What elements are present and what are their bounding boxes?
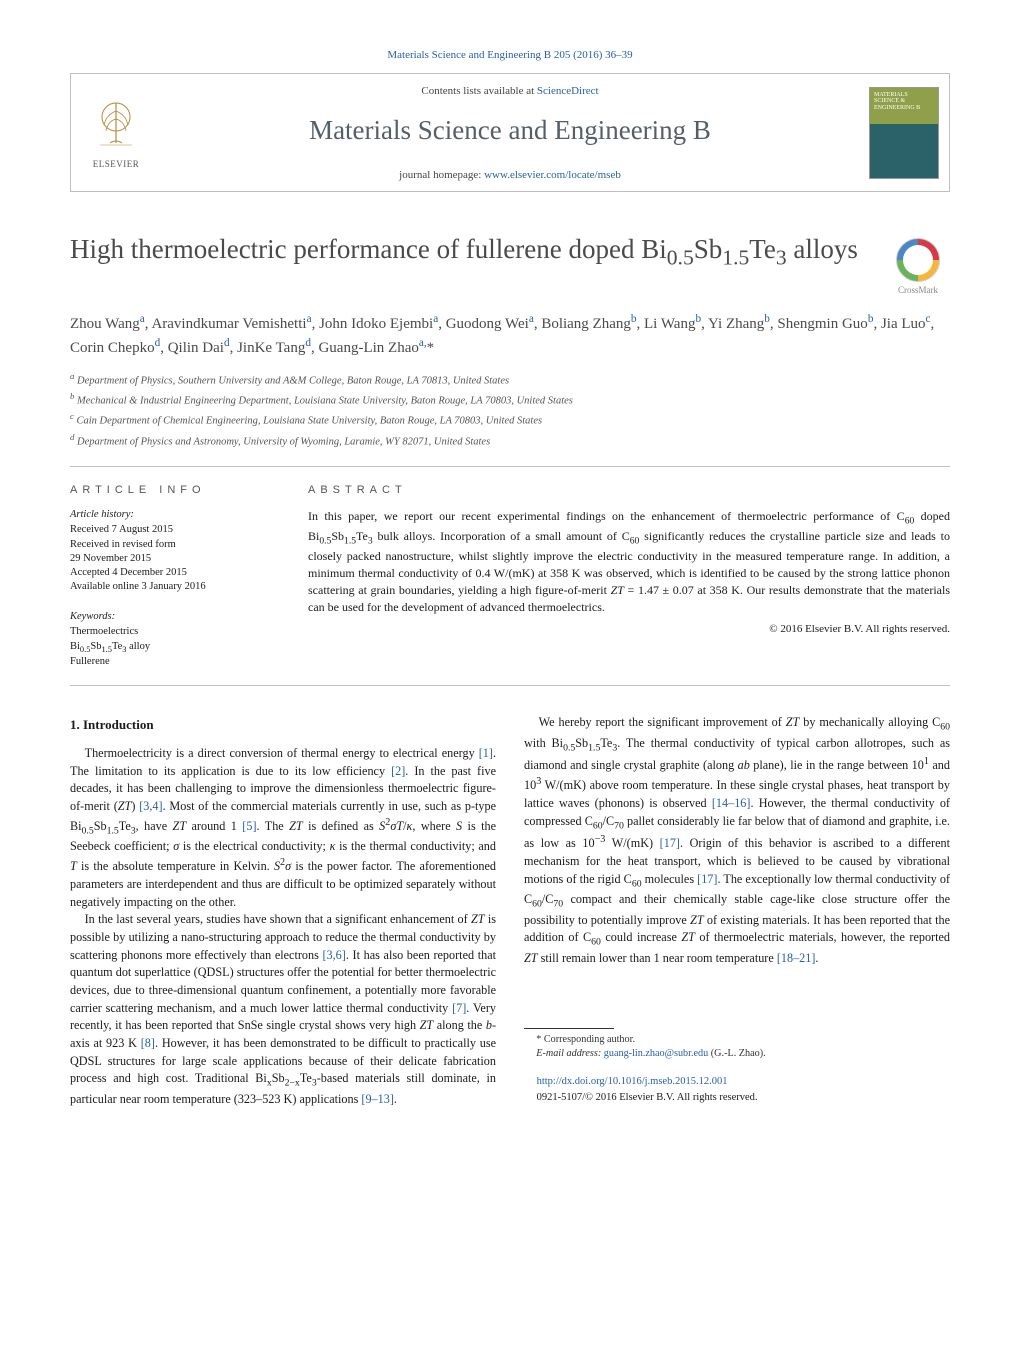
crossmark-icon — [896, 238, 940, 282]
affiliation-line: b Mechanical & Industrial Engineering De… — [70, 390, 950, 409]
article-info-column: ARTICLE INFO Article history: Received 7… — [70, 483, 272, 669]
journal-header-box: ELSEVIER Contents lists available at Sci… — [70, 73, 950, 192]
email-author-name: (G.-L. Zhao). — [708, 1048, 765, 1059]
journal-homepage-line: journal homepage: www.elsevier.com/locat… — [171, 168, 849, 183]
body-paragraph: Thermoelectricity is a direct conversion… — [70, 745, 496, 911]
affiliation-line: d Department of Physics and Astronomy, U… — [70, 431, 950, 450]
keyword-item: Bi0.5Sb1.5Te3 alloy — [70, 640, 272, 655]
contents-prefix: Contents lists available at — [421, 85, 536, 97]
homepage-prefix: journal homepage: — [399, 169, 484, 181]
divider — [70, 685, 950, 686]
cover-thumbnail-wrap: MATERIALS SCIENCE & ENGINEERING B — [859, 74, 949, 191]
introduction-heading: 1. Introduction — [70, 716, 496, 735]
issn-copyright-line: 0921-5107/© 2016 Elsevier B.V. All right… — [524, 1090, 950, 1105]
footnote-separator — [524, 1028, 614, 1029]
cover-thumb-text: MATERIALS SCIENCE & ENGINEERING B — [874, 92, 934, 112]
keyword-item: Thermoelectrics — [70, 625, 272, 639]
abstract-text: In this paper, we report our recent expe… — [308, 508, 950, 616]
history-line: Available online 3 January 2016 — [70, 580, 272, 594]
body-paragraph: We hereby report the significant improve… — [524, 714, 950, 968]
history-line: 29 November 2015 — [70, 552, 272, 566]
corresponding-author-footnote: * Corresponding author. E-mail address: … — [524, 1028, 950, 1061]
history-line: Received 7 August 2015 — [70, 523, 272, 537]
body-paragraph: In the last several years, studies have … — [70, 911, 496, 1108]
affiliation-line: c Cain Department of Chemical Engineerin… — [70, 410, 950, 429]
history-heading: Article history: — [70, 508, 272, 522]
email-label: E-mail address: — [536, 1048, 604, 1059]
journal-homepage-link[interactable]: www.elsevier.com/locate/mseb — [484, 169, 621, 181]
crossmark-label: CrossMark — [898, 284, 938, 297]
keywords-block: Keywords: ThermoelectricsBi0.5Sb1.5Te3 a… — [70, 610, 272, 669]
keyword-item: Fullerene — [70, 655, 272, 669]
contents-available-line: Contents lists available at ScienceDirec… — [171, 84, 849, 99]
divider — [70, 466, 950, 467]
article-history: Article history: Received 7 August 2015R… — [70, 508, 272, 594]
email-line: E-mail address: guang-lin.zhao@subr.edu … — [524, 1047, 950, 1061]
publisher-block: ELSEVIER — [71, 74, 161, 191]
article-info-label: ARTICLE INFO — [70, 483, 272, 498]
authors-list: Zhou Wanga, Aravindkumar Vemishettia, Jo… — [70, 311, 950, 361]
corresponding-email-link[interactable]: guang-lin.zhao@subr.edu — [604, 1048, 708, 1059]
journal-title: Materials Science and Engineering B — [171, 112, 849, 150]
doi-link[interactable]: http://dx.doi.org/10.1016/j.mseb.2015.12… — [537, 1076, 728, 1087]
body-columns: 1. Introduction Thermoelectricity is a d… — [70, 714, 950, 1109]
elsevier-logo-icon — [86, 95, 146, 155]
journal-cover-icon: MATERIALS SCIENCE & ENGINEERING B — [869, 87, 939, 179]
history-line: Accepted 4 December 2015 — [70, 566, 272, 580]
top-citation: Materials Science and Engineering B 205 … — [70, 48, 950, 63]
crossmark-badge[interactable]: CrossMark — [886, 238, 950, 297]
abstract-label: ABSTRACT — [308, 483, 950, 498]
abstract-copyright: © 2016 Elsevier B.V. All rights reserved… — [308, 622, 950, 637]
keywords-heading: Keywords: — [70, 610, 272, 624]
affiliation-line: a Department of Physics, Southern Univer… — [70, 370, 950, 389]
sciencedirect-link[interactable]: ScienceDirect — [537, 85, 599, 97]
history-line: Received in revised form — [70, 538, 272, 552]
abstract-column: ABSTRACT In this paper, we report our re… — [308, 483, 950, 669]
header-center: Contents lists available at ScienceDirec… — [161, 74, 859, 191]
corresponding-author-line: * Corresponding author. — [524, 1033, 950, 1047]
affiliations: a Department of Physics, Southern Univer… — [70, 370, 950, 450]
publisher-label: ELSEVIER — [93, 158, 140, 171]
article-title: High thermoelectric performance of fulle… — [70, 232, 866, 272]
doi-block: http://dx.doi.org/10.1016/j.mseb.2015.12… — [524, 1074, 950, 1104]
